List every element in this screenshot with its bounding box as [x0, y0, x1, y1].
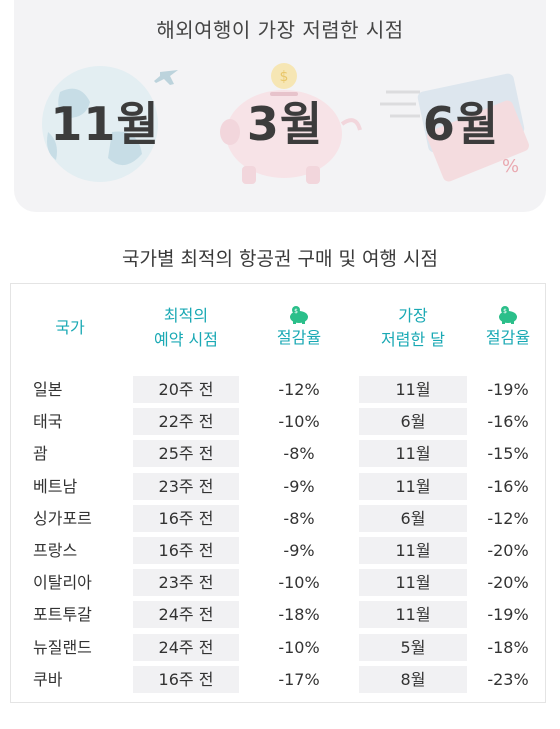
month-label-3: 6월 — [422, 97, 500, 151]
cell-save2: -20% — [487, 573, 529, 593]
table-row: 쿠바 16주 전 -17% 8월 -23% — [11, 664, 545, 695]
table-row: 포트투갈 24주 전 -18% 11월 -19% — [11, 599, 545, 630]
cell-book: 16주 전 — [133, 665, 239, 693]
cell-country: 프랑스 — [33, 541, 78, 560]
header-saving-2: $ 절감율 — [485, 306, 531, 347]
cell-book: 24주 전 — [133, 633, 239, 661]
cell-book: 23주 전 — [133, 472, 239, 500]
cell-save1: -10% — [278, 637, 320, 657]
cell-country: 쿠바 — [33, 669, 63, 689]
month-block-3: % 6월 — [376, 62, 546, 192]
header-country: 국가 — [55, 318, 85, 337]
cell-save1: -17% — [278, 669, 320, 689]
cell-book: 16주 전 — [133, 504, 239, 532]
header-best-time: 최적의 예약 시점 — [154, 306, 218, 349]
table-row: 베트남 23주 전 -9% 11월 -16% — [11, 471, 545, 502]
svg-text:$: $ — [280, 69, 289, 85]
cell-save1: -12% — [278, 380, 320, 399]
table-row: 괌 25주 전 -8% 11월 -15% — [11, 438, 545, 469]
table-row: 뉴질랜드 24주 전 -10% 5월 -18% — [11, 632, 545, 663]
globe-plane-icon — [42, 66, 178, 182]
cell-save1: -10% — [278, 412, 320, 432]
cell-country: 이탈리아 — [33, 573, 92, 593]
cell-month: 6월 — [359, 504, 467, 532]
svg-text:$: $ — [294, 308, 298, 315]
cell-book: 23주 전 — [133, 569, 239, 597]
cheapest-time-card: 해외여행이 가장 저렴한 시점 11월 $ 3월 — [14, 0, 546, 212]
cell-book: 22주 전 — [133, 408, 239, 436]
cell-save1: -9% — [283, 541, 315, 560]
header-saving-1: $ 절감율 — [276, 306, 322, 347]
month-block-2: $ 3월 — [200, 62, 370, 192]
table-row: 프랑스 16주 전 -9% 11월 -20% — [11, 535, 545, 566]
cell-country: 포트투갈 — [33, 605, 92, 625]
cell-country: 싱가포르 — [33, 508, 92, 528]
cell-book: 20주 전 — [133, 376, 239, 403]
month-label-1: 11월 — [50, 97, 160, 151]
cell-save2: -20% — [487, 541, 529, 560]
cell-save1: -18% — [278, 605, 320, 625]
cell-book: 16주 전 — [133, 537, 239, 564]
cell-month: 11월 — [359, 440, 467, 468]
cell-book: 25주 전 — [133, 440, 239, 468]
cell-save2: -18% — [487, 637, 529, 657]
table-row: 이탈리아 23주 전 -10% 11월 -20% — [11, 567, 545, 598]
cell-month: 5월 — [359, 633, 467, 661]
month-label-2: 3월 — [246, 97, 324, 151]
table-title: 국가별 최적의 항공권 구매 및 여행 시점 — [122, 248, 438, 270]
cell-month: 8월 — [359, 665, 467, 693]
cell-country: 태국 — [33, 412, 63, 432]
cell-country: 뉴질랜드 — [33, 637, 92, 657]
cell-month: 11월 — [359, 569, 467, 597]
cell-country: 베트남 — [33, 476, 78, 496]
cell-save2: -16% — [487, 476, 529, 496]
cell-country: 일본 — [33, 380, 63, 399]
piggy-bank-icon: $ — [290, 306, 308, 324]
cell-save2: -19% — [487, 605, 529, 625]
cell-month: 11월 — [359, 472, 467, 500]
svg-text:$: $ — [503, 308, 507, 315]
cell-month: 11월 — [359, 537, 467, 564]
cell-save2: -15% — [487, 444, 529, 464]
cell-save2: -19% — [487, 380, 529, 399]
cell-save1: -8% — [283, 508, 315, 528]
table-row: 일본 20주 전 -12% 11월 -19% — [11, 374, 545, 405]
cell-country: 괌 — [33, 444, 48, 464]
cell-save1: -8% — [283, 444, 315, 464]
month-block-1: 11월 — [20, 62, 190, 192]
cell-month: 11월 — [359, 601, 467, 629]
card-title: 해외여행이 가장 저렴한 시점 — [156, 18, 404, 42]
header-cheapest-month: 가장 저렴한 달 — [381, 306, 445, 349]
piggy-bank-icon: $ — [220, 63, 362, 184]
cell-month: 6월 — [359, 408, 467, 436]
svg-text:%: % — [502, 156, 519, 177]
cell-book: 24주 전 — [133, 601, 239, 629]
cell-save1: -9% — [283, 476, 315, 496]
travel-table: 국가 최적의 예약 시점 $ 절감율 가장 저렴한 달 $ — [10, 283, 546, 703]
cell-save2: -12% — [487, 508, 529, 528]
cell-save1: -10% — [278, 573, 320, 593]
table-header: 국가 최적의 예약 시점 $ 절감율 가장 저렴한 달 $ — [11, 284, 545, 372]
cell-save2: -16% — [487, 412, 529, 432]
table-row: 싱가포르 16주 전 -8% 6월 -12% — [11, 503, 545, 534]
ticket-icon: % — [380, 73, 529, 182]
table-row: 태국 22주 전 -10% 6월 -16% — [11, 406, 545, 437]
cell-save2: -23% — [487, 669, 529, 689]
piggy-bank-icon: $ — [499, 306, 517, 324]
cell-month: 11월 — [359, 376, 467, 403]
